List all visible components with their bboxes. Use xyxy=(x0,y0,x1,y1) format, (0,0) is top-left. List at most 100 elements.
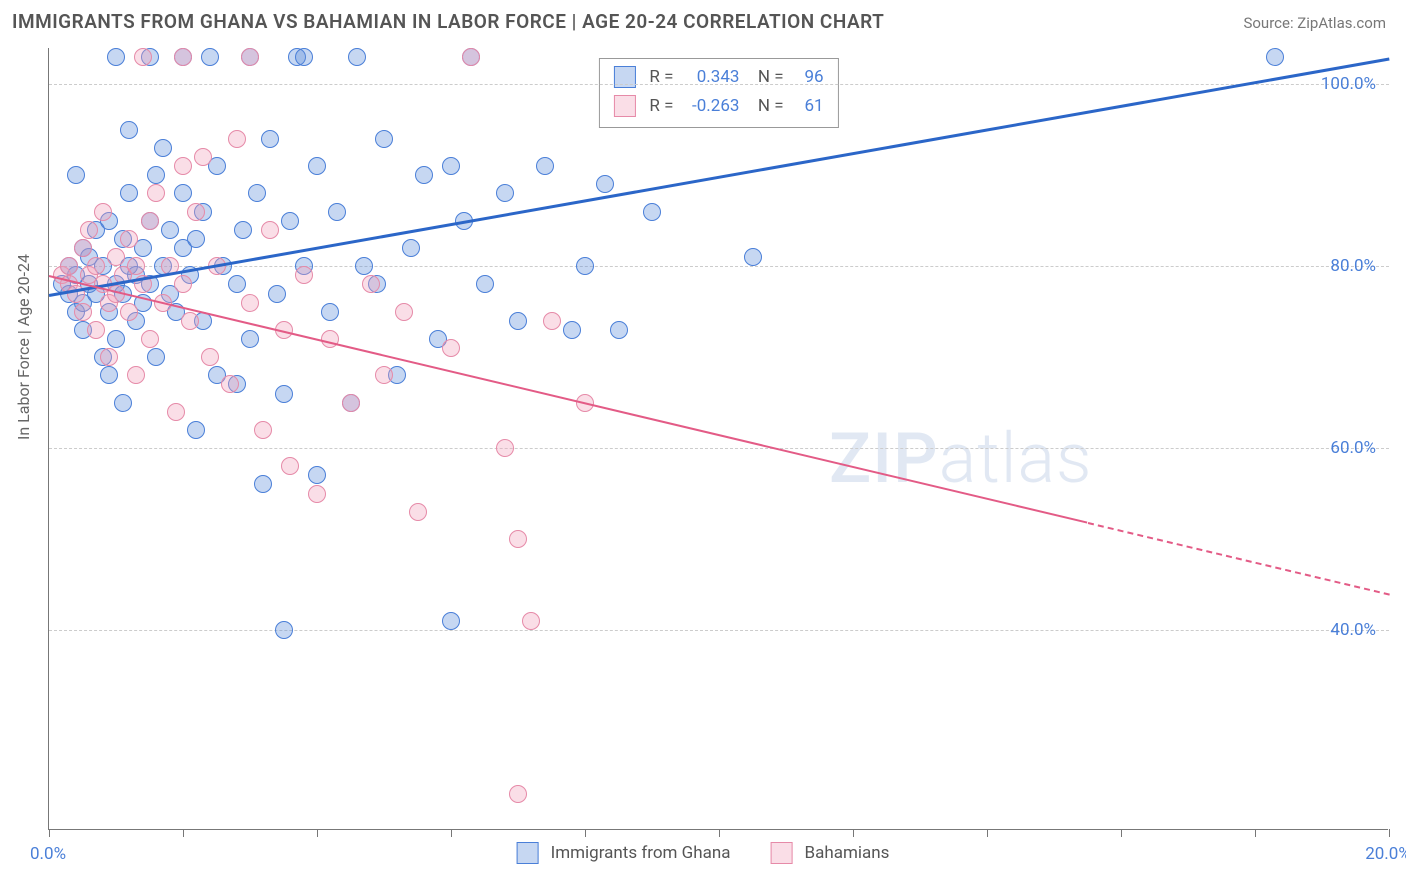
legend-item-bahamians: Bahamians xyxy=(770,842,889,864)
scatter-point-ghana xyxy=(1266,48,1284,66)
scatter-point-ghana xyxy=(67,166,85,184)
scatter-point-ghana xyxy=(415,166,433,184)
scatter-point-bahamians xyxy=(87,257,105,275)
legend-swatch-bahamians xyxy=(770,842,792,864)
swatch-bahamians xyxy=(613,95,635,117)
scatter-point-ghana xyxy=(100,366,118,384)
scatter-point-bahamians xyxy=(543,312,561,330)
scatter-point-bahamians xyxy=(509,785,527,803)
scatter-point-bahamians xyxy=(221,375,239,393)
watermark: ZIPatlas xyxy=(829,418,1093,500)
scatter-point-bahamians xyxy=(174,157,192,175)
scatter-point-bahamians xyxy=(241,294,259,312)
plot-area: ZIPatlas R =0.343 N =96R =-0.263 N =61 4… xyxy=(48,48,1388,830)
y-tick-label: 60.0% xyxy=(1330,438,1376,458)
scatter-point-ghana xyxy=(610,321,628,339)
scatter-point-ghana xyxy=(187,421,205,439)
scatter-point-bahamians xyxy=(395,303,413,321)
gridline-h xyxy=(49,448,1389,449)
scatter-point-ghana xyxy=(476,275,494,293)
scatter-point-ghana xyxy=(563,321,581,339)
scatter-point-bahamians xyxy=(127,257,145,275)
scatter-point-ghana xyxy=(402,239,420,257)
scatter-point-bahamians xyxy=(74,239,92,257)
scatter-point-ghana xyxy=(254,475,272,493)
scatter-point-bahamians xyxy=(509,530,527,548)
scatter-point-ghana xyxy=(643,203,661,221)
scatter-point-bahamians xyxy=(522,612,540,630)
trend-line-bahamians-dashed xyxy=(1087,522,1389,596)
scatter-point-bahamians xyxy=(228,130,246,148)
scatter-point-ghana xyxy=(328,203,346,221)
scatter-point-bahamians xyxy=(174,275,192,293)
scatter-point-bahamians xyxy=(181,312,199,330)
scatter-point-ghana xyxy=(509,312,527,330)
scatter-point-bahamians xyxy=(308,485,326,503)
scatter-point-ghana xyxy=(576,257,594,275)
x-tick xyxy=(317,829,318,837)
scatter-point-ghana xyxy=(281,212,299,230)
scatter-point-bahamians xyxy=(241,48,259,66)
y-tick-label: 40.0% xyxy=(1330,620,1376,640)
scatter-point-bahamians xyxy=(342,394,360,412)
scatter-point-ghana xyxy=(308,466,326,484)
scatter-point-ghana xyxy=(744,248,762,266)
stats-box: R =0.343 N =96R =-0.263 N =61 xyxy=(598,58,838,128)
scatter-point-ghana xyxy=(442,157,460,175)
scatter-point-bahamians xyxy=(409,503,427,521)
scatter-point-ghana xyxy=(161,221,179,239)
y-axis-label: In Labor Force | Age 20-24 xyxy=(14,254,33,440)
scatter-point-bahamians xyxy=(362,275,380,293)
legend-item-ghana: Immigrants from Ghana xyxy=(517,842,731,864)
legend-label-bahamians: Bahamians xyxy=(804,843,889,863)
scatter-point-ghana xyxy=(248,184,266,202)
scatter-point-bahamians xyxy=(295,266,313,284)
scatter-point-ghana xyxy=(442,612,460,630)
stats-row-ghana: R =0.343 N =96 xyxy=(613,63,823,92)
x-tick xyxy=(853,829,854,837)
trend-line-bahamians xyxy=(49,275,1088,524)
scatter-point-ghana xyxy=(228,275,246,293)
scatter-point-ghana xyxy=(147,166,165,184)
scatter-point-ghana xyxy=(348,48,366,66)
scatter-point-bahamians xyxy=(201,348,219,366)
scatter-point-bahamians xyxy=(462,48,480,66)
scatter-point-ghana xyxy=(275,621,293,639)
scatter-point-ghana xyxy=(295,48,313,66)
scatter-point-bahamians xyxy=(141,212,159,230)
scatter-point-bahamians xyxy=(194,148,212,166)
gridline-h xyxy=(49,84,1389,85)
scatter-point-ghana xyxy=(275,385,293,403)
plot-container: ZIPatlas R =0.343 N =96R =-0.263 N =61 4… xyxy=(48,48,1388,830)
scatter-point-bahamians xyxy=(261,221,279,239)
scatter-point-bahamians xyxy=(187,203,205,221)
x-tick xyxy=(1255,829,1256,837)
scatter-point-ghana xyxy=(187,230,205,248)
scatter-point-bahamians xyxy=(74,303,92,321)
stat-r-value-ghana: 0.343 xyxy=(683,63,739,92)
stat-n-label: N = xyxy=(749,92,783,121)
scatter-point-bahamians xyxy=(94,203,112,221)
stat-n-label: N = xyxy=(749,63,783,92)
scatter-point-bahamians xyxy=(254,421,272,439)
watermark-bold: ZIP xyxy=(829,418,939,500)
stats-row-bahamians: R =-0.263 N =61 xyxy=(613,92,823,121)
x-tick xyxy=(183,829,184,837)
scatter-point-bahamians xyxy=(87,321,105,339)
x-tick xyxy=(1121,829,1122,837)
scatter-point-ghana xyxy=(536,157,554,175)
stat-n-value-bahamians: 61 xyxy=(794,92,824,121)
scatter-point-ghana xyxy=(375,130,393,148)
chart-title: IMMIGRANTS FROM GHANA VS BAHAMIAN IN LAB… xyxy=(12,10,884,33)
scatter-point-ghana xyxy=(120,121,138,139)
scatter-point-bahamians xyxy=(107,248,125,266)
gridline-h xyxy=(49,630,1389,631)
scatter-point-bahamians xyxy=(174,48,192,66)
scatter-point-ghana xyxy=(496,184,514,202)
scatter-point-bahamians xyxy=(375,366,393,384)
scatter-point-bahamians xyxy=(120,303,138,321)
gridline-h xyxy=(49,266,1389,267)
legend-label-ghana: Immigrants from Ghana xyxy=(551,843,731,863)
scatter-point-ghana xyxy=(174,184,192,202)
scatter-point-ghana xyxy=(268,285,286,303)
